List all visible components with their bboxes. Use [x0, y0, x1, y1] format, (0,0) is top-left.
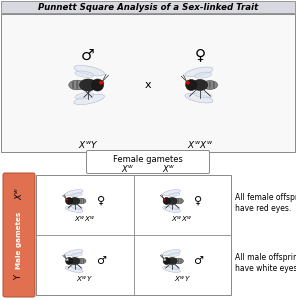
Ellipse shape — [65, 190, 83, 196]
Ellipse shape — [176, 258, 177, 264]
Circle shape — [91, 79, 104, 91]
Ellipse shape — [178, 198, 179, 204]
Text: ♀: ♀ — [97, 196, 105, 206]
Ellipse shape — [83, 258, 84, 264]
Text: All female offspring
have red eyes.: All female offspring have red eyes. — [235, 193, 296, 213]
Text: ♀: ♀ — [194, 47, 205, 62]
Ellipse shape — [163, 198, 166, 201]
Text: ♂: ♂ — [96, 256, 106, 266]
Ellipse shape — [174, 198, 184, 204]
Ellipse shape — [169, 253, 180, 256]
Bar — [1, 14, 295, 152]
Ellipse shape — [209, 81, 211, 89]
Text: $X^wY$: $X^wY$ — [76, 274, 93, 284]
Bar — [36, 175, 231, 295]
Text: Male gametes: Male gametes — [16, 212, 22, 268]
Ellipse shape — [75, 71, 94, 77]
Ellipse shape — [74, 65, 104, 76]
Text: $X^wX^w$: $X^wX^w$ — [187, 140, 213, 151]
Ellipse shape — [78, 258, 79, 264]
Ellipse shape — [71, 193, 82, 196]
Ellipse shape — [202, 81, 218, 89]
Text: $X^wY$: $X^wY$ — [174, 274, 191, 284]
Ellipse shape — [185, 67, 213, 76]
Ellipse shape — [71, 206, 82, 209]
Ellipse shape — [169, 193, 180, 196]
Ellipse shape — [178, 258, 179, 264]
Text: $X^w$: $X^w$ — [121, 163, 134, 173]
Text: ♀: ♀ — [194, 196, 202, 206]
Text: $X^wX^w$: $X^wX^w$ — [74, 214, 96, 224]
Ellipse shape — [213, 81, 215, 89]
Ellipse shape — [78, 198, 79, 204]
Circle shape — [163, 197, 170, 205]
Ellipse shape — [70, 257, 80, 265]
Text: $X^w$: $X^w$ — [14, 186, 25, 200]
Ellipse shape — [65, 250, 83, 256]
Ellipse shape — [76, 80, 78, 89]
Ellipse shape — [76, 258, 86, 264]
Ellipse shape — [81, 258, 82, 264]
Text: All male offspring
have white eyes.: All male offspring have white eyes. — [235, 253, 296, 273]
Ellipse shape — [66, 258, 68, 261]
Ellipse shape — [194, 72, 212, 78]
Ellipse shape — [163, 190, 181, 196]
Bar — [1, 1, 295, 13]
Text: $X^w$: $X^w$ — [162, 163, 175, 173]
Circle shape — [66, 257, 73, 265]
Ellipse shape — [81, 80, 82, 89]
Ellipse shape — [192, 80, 208, 91]
Ellipse shape — [176, 198, 177, 204]
Ellipse shape — [163, 206, 181, 212]
Ellipse shape — [185, 93, 213, 103]
Circle shape — [163, 257, 170, 265]
Text: ♂: ♂ — [81, 47, 95, 62]
Text: x: x — [145, 80, 151, 90]
Ellipse shape — [66, 198, 68, 201]
Ellipse shape — [174, 258, 184, 264]
Ellipse shape — [167, 197, 177, 205]
Text: Female gametes: Female gametes — [113, 154, 183, 164]
Ellipse shape — [194, 92, 212, 98]
Ellipse shape — [70, 197, 80, 205]
Ellipse shape — [99, 80, 104, 85]
Ellipse shape — [80, 79, 96, 91]
Ellipse shape — [83, 198, 84, 204]
Ellipse shape — [169, 206, 180, 209]
Text: $X^wY$: $X^wY$ — [78, 140, 98, 151]
Circle shape — [186, 80, 197, 91]
Ellipse shape — [65, 266, 83, 272]
FancyBboxPatch shape — [3, 173, 35, 297]
Ellipse shape — [75, 92, 94, 99]
Ellipse shape — [72, 80, 74, 89]
Ellipse shape — [74, 94, 104, 105]
Ellipse shape — [205, 81, 207, 89]
Ellipse shape — [167, 257, 177, 265]
Ellipse shape — [169, 266, 180, 269]
Ellipse shape — [76, 198, 86, 204]
Ellipse shape — [71, 266, 82, 269]
Ellipse shape — [65, 206, 83, 212]
Text: ♂: ♂ — [193, 256, 203, 266]
Ellipse shape — [69, 80, 86, 90]
Ellipse shape — [163, 250, 181, 256]
FancyBboxPatch shape — [86, 151, 210, 173]
Text: Punnett Square Analysis of a Sex-linked Trait: Punnett Square Analysis of a Sex-linked … — [38, 2, 258, 11]
Ellipse shape — [71, 253, 82, 256]
Text: Y: Y — [15, 274, 23, 280]
Ellipse shape — [163, 258, 166, 261]
Ellipse shape — [186, 81, 190, 85]
Circle shape — [66, 197, 73, 205]
Ellipse shape — [163, 266, 181, 272]
Ellipse shape — [81, 198, 82, 204]
Text: $X^wX^w$: $X^wX^w$ — [171, 214, 193, 224]
